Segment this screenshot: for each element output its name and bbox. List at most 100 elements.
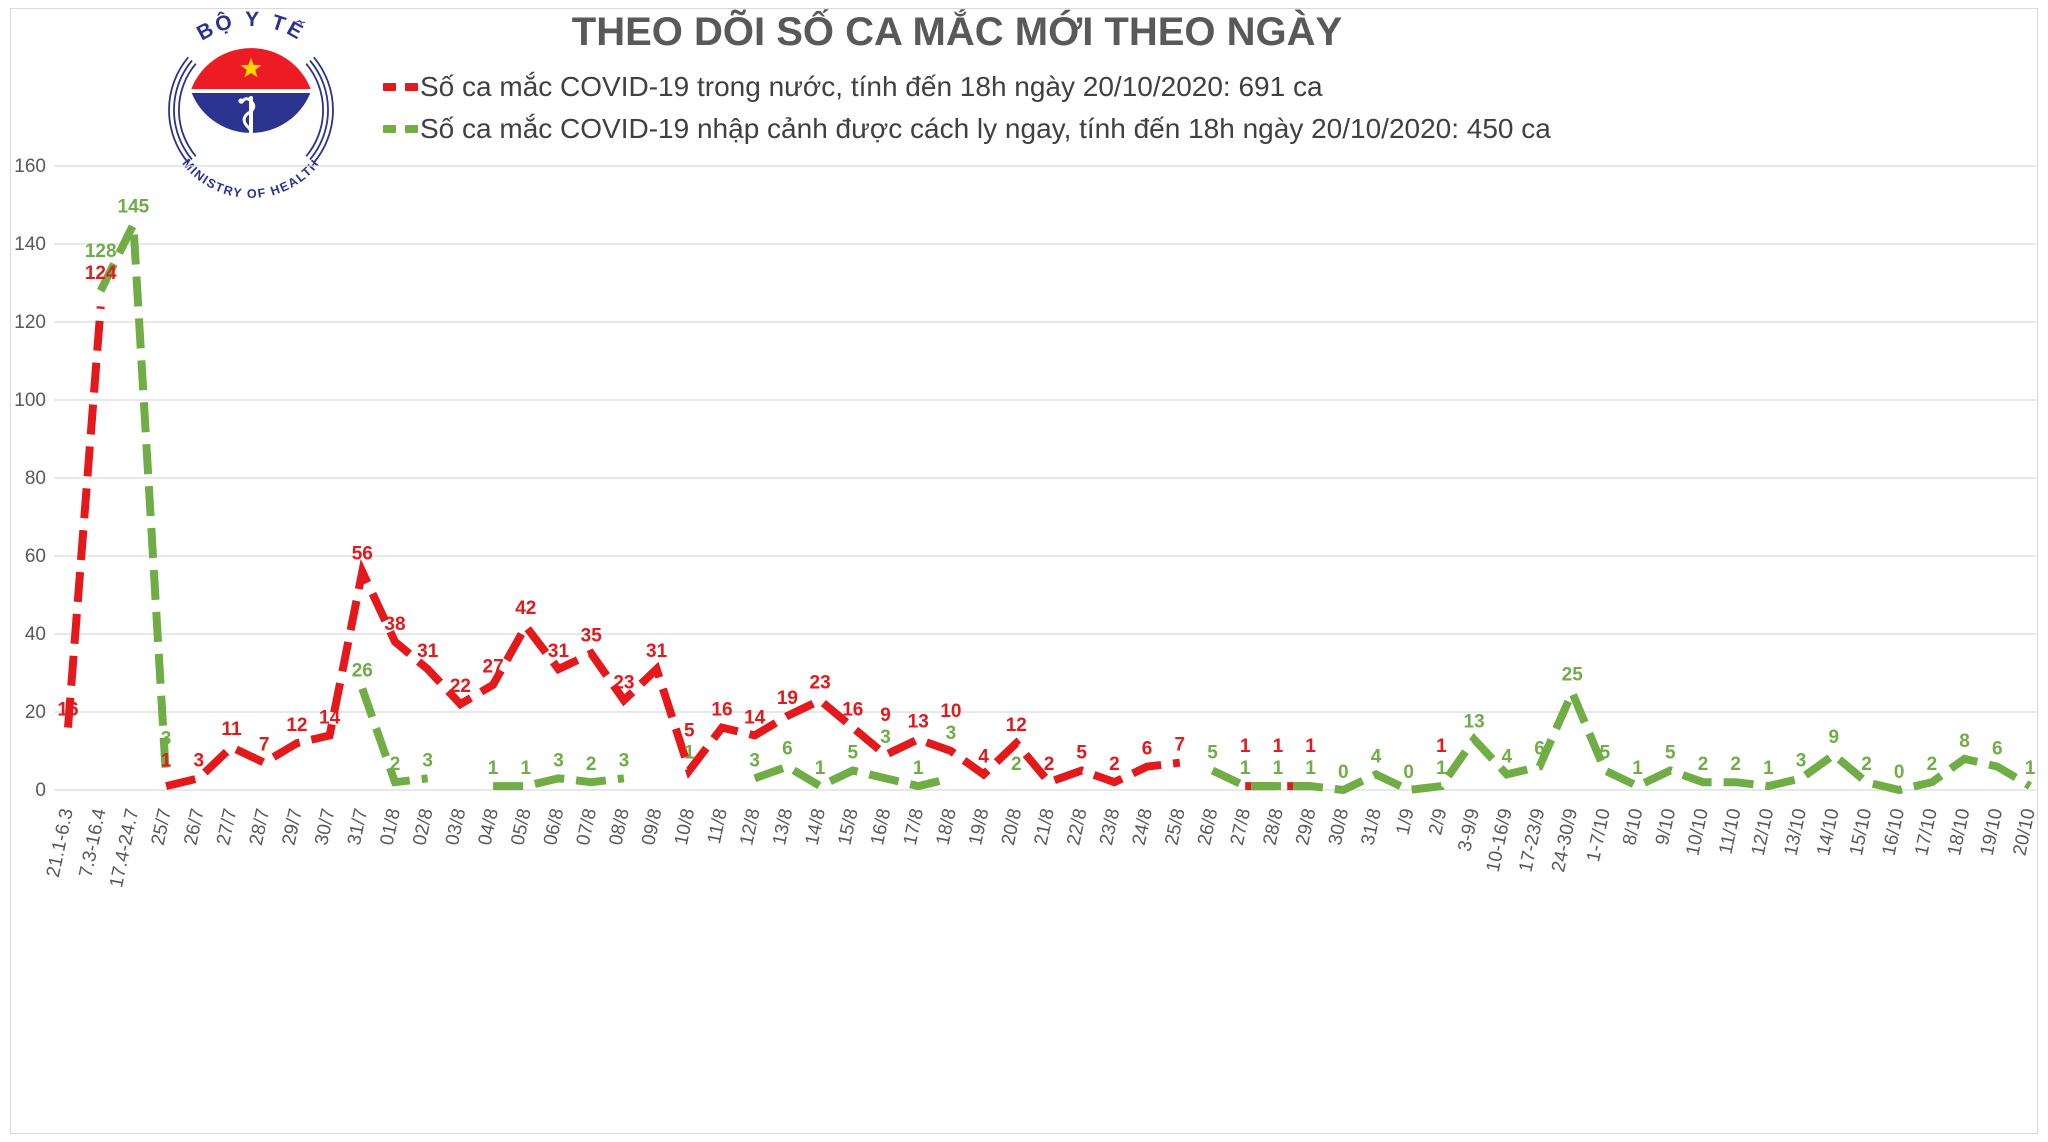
x-tick-label: 8/10	[1619, 807, 1647, 848]
x-tick-label: 17/8	[900, 807, 928, 848]
rod-of-asclepius-icon	[238, 96, 256, 174]
x-tick-label: 31/7	[344, 807, 372, 848]
data-label: 1	[1763, 758, 1774, 779]
data-label: 128	[85, 241, 117, 262]
data-label: 2	[1698, 754, 1709, 775]
x-tick-label: 24/8	[1129, 807, 1157, 848]
data-label: 0	[1403, 762, 1414, 783]
x-tick-label: 23/8	[1096, 807, 1124, 848]
data-label: 5	[1600, 743, 1611, 764]
green-dash-icon	[405, 125, 418, 133]
x-tick-label: 14/8	[802, 807, 830, 848]
x-tick-label: 16/8	[867, 807, 895, 848]
data-label: 1	[1305, 736, 1316, 757]
x-tick-label: 18/8	[933, 807, 961, 848]
x-tick-label: 1-7/10	[1583, 807, 1615, 864]
imported-cases-line	[97, 209, 2033, 795]
x-tick-label: 12/10	[1748, 807, 1778, 858]
data-label: 7	[259, 735, 270, 756]
data-label: 2	[1044, 754, 1055, 775]
data-label: 1	[1632, 758, 1643, 779]
x-axis-labels: 21.1-6.37.3-16.417.4-24.7 25/7 26/7 27/7 28/…	[43, 806, 2040, 889]
data-label: 6	[1992, 739, 2003, 760]
data-label: 2	[586, 754, 597, 775]
data-label: 0	[1894, 762, 1905, 783]
data-label: 1	[684, 743, 695, 764]
y-tick-label: 160	[14, 156, 46, 177]
ministry-of-health-logo: BỘ Y TẾ MINISTRY OF HEALTH	[168, 10, 334, 201]
x-tick-label: 24-30/9	[1548, 807, 1582, 874]
x-tick-label: 25/8	[1161, 807, 1189, 848]
data-label: 1	[161, 750, 172, 771]
star-icon	[240, 57, 262, 78]
y-tick-label: 60	[25, 546, 46, 567]
x-tick-label: 25/7	[148, 807, 176, 848]
x-tick-label: 17.4-24.7	[106, 807, 143, 890]
legend-row-domestic: Số ca mắc COVID-19 trong nước, tính đến …	[383, 66, 1551, 108]
x-tick-label: 16/10	[1879, 807, 1909, 858]
x-tick-label: 13/8	[769, 807, 797, 848]
y-tick-label: 20	[25, 702, 46, 723]
data-label: 3	[422, 750, 433, 771]
x-tick-label: 04/8	[475, 807, 503, 848]
legend-label-domestic: Số ca mắc COVID-19 trong nước, tính đến …	[420, 71, 1323, 102]
x-tick-label: 02/8	[409, 807, 437, 848]
data-label: 4	[1371, 746, 1382, 767]
data-label: 9	[880, 705, 891, 726]
x-tick-label: 15/8	[834, 807, 862, 848]
data-label: 2	[390, 754, 401, 775]
data-label: 16	[57, 700, 78, 721]
logo-decorative-arcs	[168, 56, 334, 164]
x-tick-label: 09/8	[638, 807, 666, 848]
x-tick-label: 15/10	[1846, 807, 1876, 858]
data-label: 2	[1011, 754, 1022, 775]
data-label: 23	[810, 672, 831, 693]
data-label: 25	[1562, 665, 1584, 686]
x-tick-label: 11/10	[1715, 807, 1745, 856]
data-label: 56	[352, 544, 373, 565]
legend-row-imported: Số ca mắc COVID-19 nhập cảnh được cách l…	[383, 108, 1551, 150]
x-tick-label: 17-23/9	[1515, 807, 1549, 874]
y-tick-label: 80	[25, 468, 46, 489]
data-label: 3	[946, 723, 957, 744]
data-label: 27	[483, 657, 504, 678]
y-gridlines	[54, 165, 2036, 791]
data-label: 4	[1502, 746, 1513, 767]
data-label: 1	[1240, 736, 1251, 757]
data-label: 1	[2025, 758, 2036, 779]
data-label: 11	[221, 719, 242, 740]
data-label: 3	[619, 750, 630, 771]
data-label: 6	[782, 739, 793, 760]
data-label: 3	[880, 727, 891, 748]
data-label: 3	[161, 728, 172, 749]
x-tick-label: 19/10	[1977, 807, 2007, 858]
x-tick-label: 26/7	[180, 807, 208, 848]
data-label: 13	[908, 711, 929, 732]
x-tick-label: 06/8	[540, 807, 568, 848]
data-label: 1	[1305, 758, 1316, 779]
data-label: 23	[613, 672, 634, 693]
green-dash-icon	[383, 125, 396, 133]
data-label: 1	[1273, 758, 1284, 779]
chart-border-frame	[10, 8, 2038, 1134]
x-tick-label: 08/8	[606, 807, 634, 848]
data-label: 1	[488, 758, 499, 779]
x-tick-label: 27/8	[1227, 807, 1255, 848]
data-label: 35	[581, 626, 603, 647]
x-tick-label: 31/8	[1358, 807, 1386, 848]
x-tick-label: 27/7	[213, 807, 241, 848]
data-label: 5	[1207, 743, 1218, 764]
data-label: 13	[1464, 711, 1485, 732]
data-label: 2	[1861, 754, 1872, 775]
data-label: 26	[352, 661, 373, 682]
data-label: 31	[548, 641, 570, 662]
data-label: 6	[1534, 739, 1545, 760]
x-tick-label: 18/10	[1944, 807, 1974, 858]
x-tick-label: 10-16/9	[1483, 807, 1517, 874]
x-tick-label: 30/7	[311, 807, 339, 848]
data-label: 14	[319, 707, 341, 728]
data-label: 2	[1109, 754, 1120, 775]
data-label: 16	[711, 700, 732, 721]
data-label: 10	[940, 701, 961, 722]
